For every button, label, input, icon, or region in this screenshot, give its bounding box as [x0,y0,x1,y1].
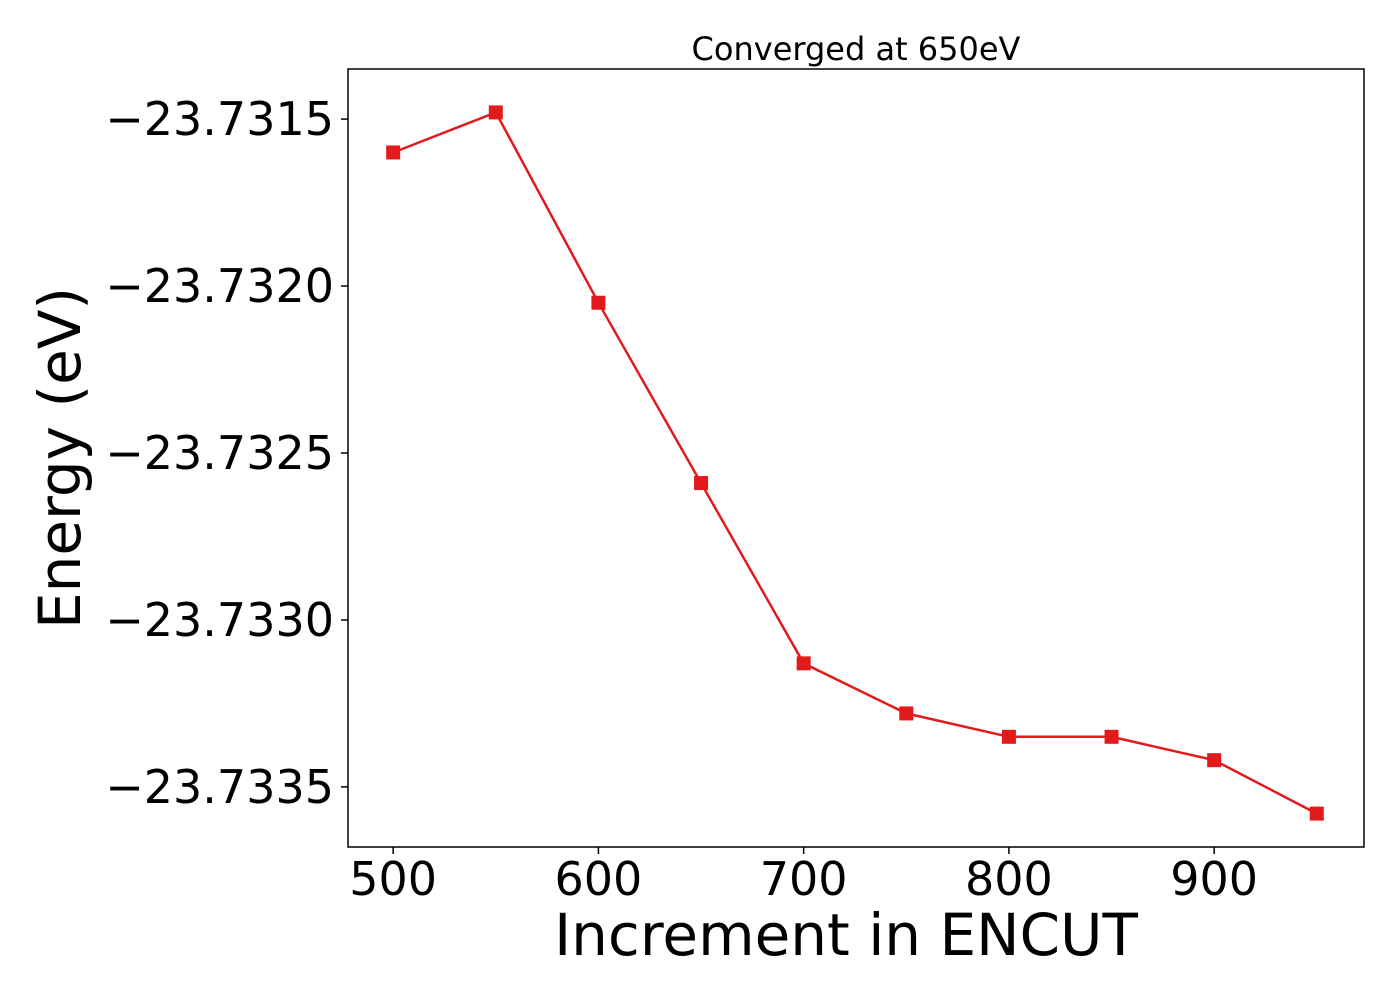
x-axis: 500 600 700 800 900 [349,847,1258,906]
data-point [1207,753,1222,768]
data-point [1309,806,1324,821]
y-axis: −23.7315 −23.7320 −23.7325 −23.7330 −23.7335 [105,92,348,814]
x-tick-label: 800 [965,852,1053,906]
data-point [591,295,606,310]
series-line [392,110,1318,815]
x-tick-label: 900 [1170,852,1258,906]
data-point [796,656,811,671]
y-tick-label: −23.7315 [105,92,334,146]
data-point [1001,729,1016,744]
data-point [1104,729,1119,744]
y-axis-label: Energy (eV) [26,287,94,629]
data-point [488,105,503,120]
data-point [386,145,401,160]
y-tick-label: −23.7335 [105,760,334,814]
y-tick-label: −23.7330 [105,593,334,647]
plot-frame [347,68,1365,848]
x-axis-label: Increment in ENCUT [554,901,1138,969]
x-tick-label: 500 [349,852,437,906]
plot-area [386,105,1324,821]
data-point [899,706,914,721]
y-tick-label: −23.7325 [105,426,334,480]
chart-title: Converged at 650eV [692,30,1021,68]
y-tick-label: −23.7320 [105,259,334,313]
data-point [694,476,709,491]
x-tick-label: 600 [555,852,643,906]
x-tick-label: 700 [760,852,848,906]
